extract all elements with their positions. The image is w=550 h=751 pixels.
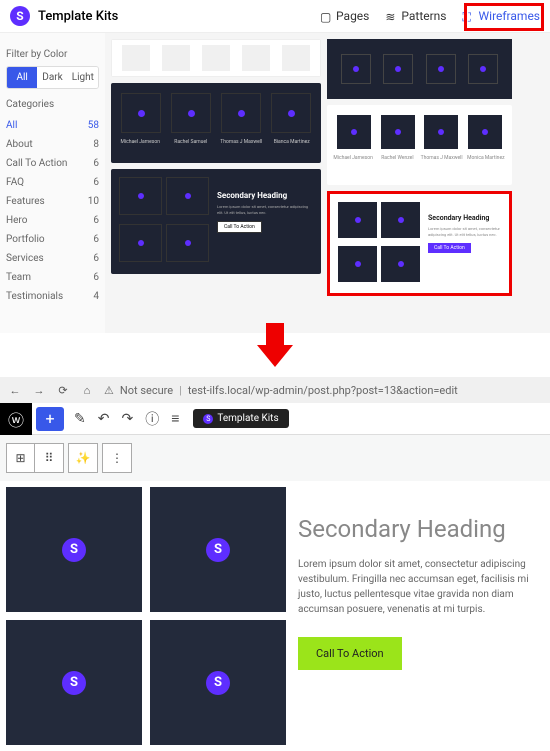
wireframes-icon: ⛶: [463, 10, 475, 22]
add-block-button[interactable]: +: [36, 407, 64, 431]
secondary-heading[interactable]: Secondary Heading: [298, 515, 540, 543]
grid-cell[interactable]: S: [150, 620, 286, 745]
nav-pages-label: Pages: [336, 9, 369, 23]
placeholder-logo-icon: S: [62, 538, 86, 562]
category-about[interactable]: About8: [6, 135, 99, 154]
wp-toolbar: ⓦ + ✎ ↶ ↷ ⓘ ≡ S Template Kits: [0, 403, 550, 435]
category-services[interactable]: Services6: [6, 249, 99, 268]
drag-handle-icon[interactable]: ⠿: [35, 444, 63, 472]
thumb5-cta: Call To Action: [428, 243, 471, 253]
thumb4-cta: Call To Action: [217, 221, 262, 233]
category-faq[interactable]: FAQ6: [6, 173, 99, 192]
kit-logo-icon: S: [203, 414, 213, 424]
thumb5-para: Lorem ipsum dolor sit amet, consectetur …: [428, 226, 501, 237]
url-text: test-ilfs.local/wp-admin/post.php?post=1…: [188, 384, 458, 397]
url-bar[interactable]: ⚠ Not secure | test-ilfs.local/wp-admin/…: [104, 384, 458, 397]
nav-wireframes[interactable]: ⛶ Wireframes: [463, 9, 541, 23]
category-hero[interactable]: Hero6: [6, 211, 99, 230]
warning-icon: ⚠: [104, 384, 114, 397]
nav-patterns-label: Patterns: [401, 9, 446, 23]
edit-icon[interactable]: ✎: [68, 411, 92, 427]
back-icon[interactable]: ←: [8, 383, 22, 397]
color-filter-group: All Dark Light: [6, 66, 99, 89]
grid-cell[interactable]: S: [6, 487, 142, 612]
category-list: All58About8Call To Action6FAQ6Features10…: [6, 116, 99, 306]
nav-patterns[interactable]: ≋ Patterns: [385, 9, 446, 23]
category-testimonials[interactable]: Testimonials4: [6, 287, 99, 306]
editor-text-column: Secondary Heading Lorem ipsum dolor sit …: [298, 487, 544, 745]
image-grid: S S S S: [6, 487, 286, 745]
thumb4-heading: Secondary Heading: [217, 191, 313, 200]
category-portfolio[interactable]: Portfolio6: [6, 230, 99, 249]
template-gallery: Michael JamesonRachel SamuelThomas J Max…: [105, 33, 550, 333]
color-dark-button[interactable]: Dark: [37, 67, 67, 88]
patterns-icon: ≋: [385, 10, 397, 22]
thumb-secondary-light-selected[interactable]: Secondary Heading Lorem ipsum dolor sit …: [327, 191, 512, 296]
undo-icon[interactable]: ↶: [92, 411, 116, 427]
page-icon: ▢: [320, 10, 332, 22]
home-icon[interactable]: ⌂: [80, 383, 94, 397]
filter-sidebar: Filter by Color All Dark Light Categorie…: [0, 33, 105, 333]
category-team[interactable]: Team6: [6, 268, 99, 287]
placeholder-logo-icon: S: [62, 671, 86, 695]
redo-icon[interactable]: ↷: [115, 411, 139, 427]
body-paragraph[interactable]: Lorem ipsum dolor sit amet, consectetur …: [298, 557, 540, 617]
template-kits-button[interactable]: S Template Kits: [193, 409, 288, 428]
info-icon[interactable]: ⓘ: [139, 409, 165, 429]
categories-title: Categories: [6, 99, 99, 110]
thumb-row-dark[interactable]: [327, 39, 512, 99]
category-call-to-action[interactable]: Call To Action6: [6, 154, 99, 173]
color-light-button[interactable]: Light: [68, 67, 98, 88]
placeholder-logo-icon: S: [206, 538, 230, 562]
category-all[interactable]: All58: [6, 116, 99, 135]
not-secure-label: Not secure: [120, 384, 173, 397]
thumb-secondary-dark[interactable]: Secondary Heading Lorem ipsum dolor sit …: [111, 169, 321, 274]
reload-icon[interactable]: ⟳: [56, 383, 70, 397]
panel-title: Template Kits: [38, 9, 320, 24]
wordpress-logo-icon[interactable]: ⓦ: [0, 403, 32, 435]
wp-editor-panel: ← → ⟳ ⌂ ⚠ Not secure | test-ilfs.local/w…: [0, 377, 550, 751]
cta-button[interactable]: Call To Action: [298, 637, 402, 670]
editor-canvas: S S S S Secondary Heading Lorem ipsum do…: [0, 481, 550, 751]
color-all-button[interactable]: All: [7, 67, 37, 88]
thumb-row-light[interactable]: [111, 39, 321, 77]
top-nav: ▢ Pages ≋ Patterns ⛶ Wireframes: [320, 9, 540, 23]
thumb-team-light[interactable]: Michael JamesonRachel WenzelThomas J Max…: [327, 105, 512, 185]
block-style-button[interactable]: ✨: [69, 444, 97, 472]
forward-icon[interactable]: →: [32, 383, 46, 397]
category-features[interactable]: Features10: [6, 192, 99, 211]
top-header: S Template Kits ▢ Pages ≋ Patterns ⛶ Wirefr…: [0, 0, 550, 33]
thumb4-para: Lorem ipsum dolor sit amet, consectetur …: [217, 204, 313, 215]
block-toolbar: ⊞ ⠿ ✨ ⋮: [6, 443, 544, 473]
browser-bar: ← → ⟳ ⌂ ⚠ Not secure | test-ilfs.local/w…: [0, 377, 550, 403]
outline-icon[interactable]: ≡: [165, 410, 185, 427]
placeholder-logo-icon: S: [206, 671, 230, 695]
thumb-team-dark[interactable]: Michael JamesonRachel SamuelThomas J Max…: [111, 83, 321, 163]
brand-logo-icon: S: [10, 6, 30, 26]
thumb5-heading: Secondary Heading: [428, 214, 501, 222]
flow-arrow: [0, 333, 550, 377]
template-kits-panel: S Template Kits ▢ Pages ≋ Patterns ⛶ Wirefr…: [0, 0, 550, 333]
nav-pages[interactable]: ▢ Pages: [320, 9, 369, 23]
block-type-button[interactable]: ⊞: [7, 444, 35, 472]
kit-btn-label: Template Kits: [217, 413, 278, 424]
block-more-button[interactable]: ⋮: [103, 444, 131, 472]
nav-wireframes-label: Wireframes: [479, 9, 541, 23]
grid-cell[interactable]: S: [6, 620, 142, 745]
filter-color-title: Filter by Color: [6, 49, 99, 60]
grid-cell[interactable]: S: [150, 487, 286, 612]
